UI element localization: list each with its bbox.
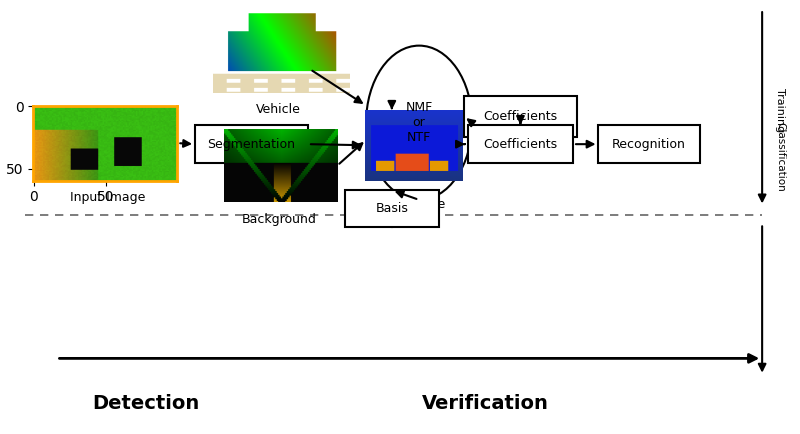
Text: Verification: Verification	[422, 394, 549, 413]
Text: Classification: Classification	[775, 122, 785, 192]
FancyBboxPatch shape	[598, 125, 700, 164]
FancyBboxPatch shape	[468, 125, 573, 164]
FancyBboxPatch shape	[464, 96, 577, 137]
FancyBboxPatch shape	[345, 190, 438, 227]
Text: Candidate
Image: Candidate Image	[382, 198, 446, 228]
Text: Input Image: Input Image	[70, 191, 145, 204]
Text: Coefficients: Coefficients	[483, 138, 558, 151]
FancyBboxPatch shape	[195, 125, 308, 164]
Text: NMF
or
NTF: NMF or NTF	[406, 101, 433, 144]
Text: Recognition: Recognition	[612, 138, 686, 151]
Text: Coefficients: Coefficients	[483, 110, 558, 123]
Ellipse shape	[366, 46, 472, 200]
Text: Segmentation: Segmentation	[207, 138, 295, 151]
Text: Background: Background	[242, 213, 316, 226]
Text: Training: Training	[775, 88, 785, 132]
Text: Basis: Basis	[375, 202, 408, 215]
Text: Vehicle: Vehicle	[256, 103, 302, 116]
Text: Detection: Detection	[93, 394, 200, 413]
